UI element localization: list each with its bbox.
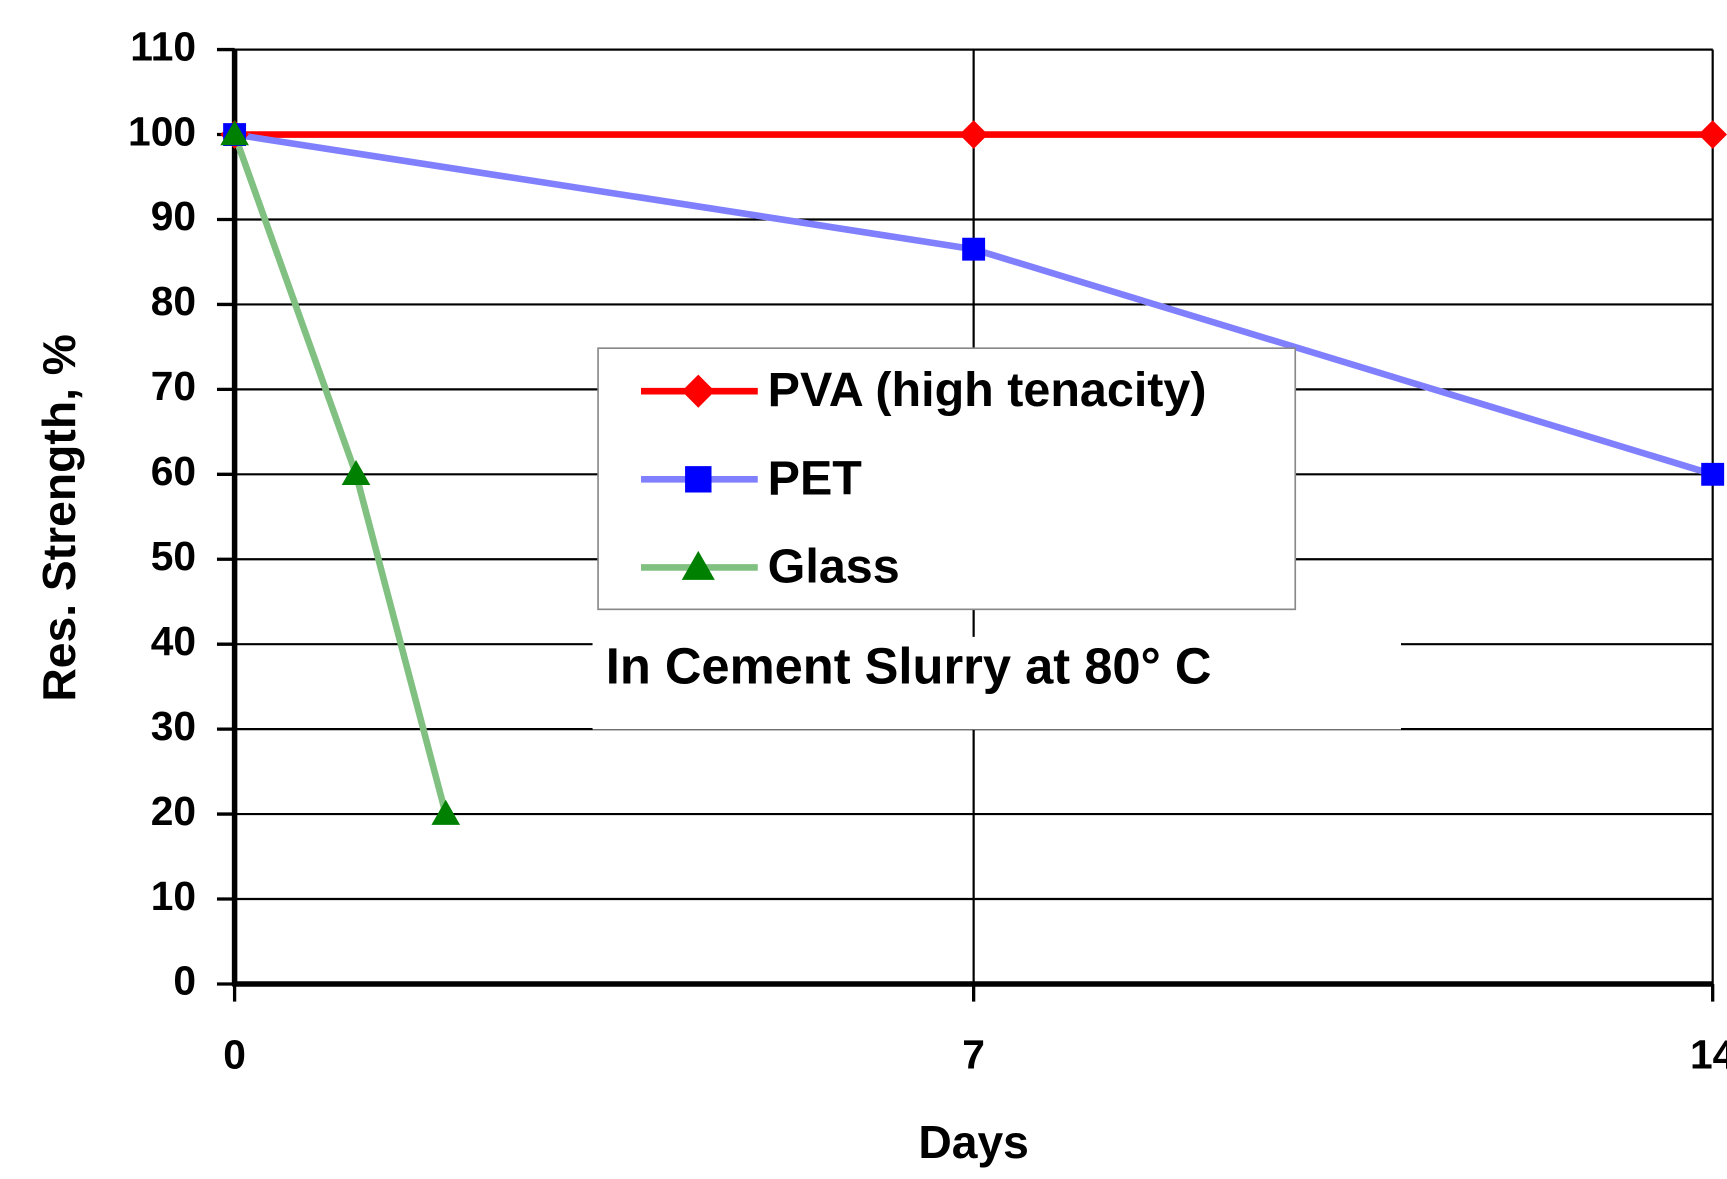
y-axis-label: Res. Strength, % (33, 334, 85, 702)
legend-label: Glass (768, 539, 900, 593)
y-tick-label: 0 (173, 958, 196, 1004)
y-tick-label: 80 (151, 278, 196, 324)
y-tick-label: 50 (151, 533, 196, 579)
y-tick-label: 40 (151, 618, 196, 664)
annotation: In Cement Slurry at 80° C (606, 637, 1212, 694)
marker (341, 459, 371, 486)
marker (962, 237, 986, 261)
y-tick-label: 60 (151, 448, 196, 494)
x-tick-label: 0 (223, 1032, 246, 1078)
marker (1701, 462, 1725, 486)
marker (681, 550, 715, 580)
y-tick-label: 100 (128, 108, 196, 154)
marker (431, 799, 461, 825)
marker (681, 374, 715, 408)
y-tick-label: 20 (151, 788, 196, 834)
y-tick-label: 10 (151, 873, 196, 919)
y-tick-label: 90 (151, 193, 196, 239)
y-tick-label: 70 (151, 363, 196, 409)
marker (220, 120, 249, 146)
x-tick-label: 14 (1690, 1032, 1727, 1078)
y-tick-label: 110 (130, 23, 196, 69)
legend-label: PET (768, 451, 863, 505)
legend-label: PVA (high tenacity) (768, 363, 1207, 417)
y-tick-label: 30 (151, 703, 196, 749)
annotation-box (592, 636, 1401, 730)
marker (1698, 120, 1727, 149)
marker (959, 120, 988, 149)
marker (685, 466, 712, 493)
x-tick-label: 7 (962, 1032, 985, 1078)
x-axis-label: Days (918, 1116, 1029, 1168)
